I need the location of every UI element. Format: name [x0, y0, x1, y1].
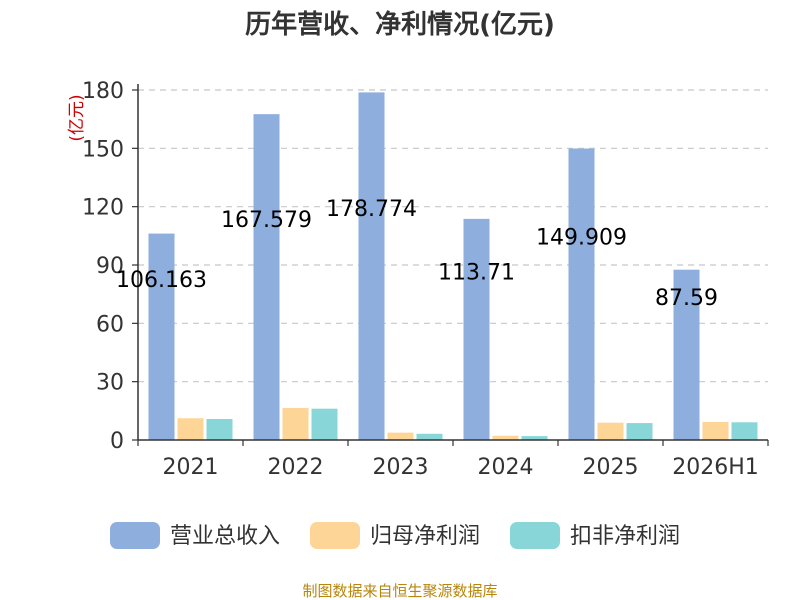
- chart-title: 历年营收、净利情况(亿元): [245, 9, 555, 40]
- data-label: 87.59: [655, 286, 718, 311]
- y-tick-label: 180: [82, 79, 124, 104]
- y-axis-ticks: 0 30 60 90 120 150 180: [82, 79, 138, 454]
- x-tick-label: 2026H1: [672, 455, 759, 480]
- bar: [731, 422, 758, 440]
- legend-label: 扣非净利润: [570, 524, 680, 549]
- legend: 营业总收入 归母净利润 扣非净利润: [110, 522, 680, 549]
- bar: [253, 114, 280, 440]
- bar: [521, 436, 548, 440]
- legend-swatch: [310, 522, 360, 549]
- y-axis-unit: (亿元): [67, 94, 87, 141]
- grid-lines: [138, 89, 768, 383]
- bar: [206, 419, 233, 440]
- bars: [148, 92, 758, 441]
- x-axis-ticks: 2021 2022 2023 2024 2025 2026H1: [137, 440, 769, 480]
- y-tick-label: 120: [82, 196, 124, 221]
- data-labels: 106.163 167.579 178.774 113.71 149.909 87.59: [116, 197, 718, 311]
- bar: [177, 418, 204, 440]
- x-tick-label: 2023: [373, 455, 429, 480]
- y-tick-label: 90: [96, 254, 124, 279]
- bar: [311, 408, 338, 440]
- bar: [673, 269, 700, 440]
- data-label: 178.774: [326, 197, 417, 222]
- legend-label: 营业总收入: [170, 524, 280, 549]
- bar: [358, 92, 385, 441]
- y-tick-label: 60: [96, 312, 124, 337]
- x-tick-label: 2025: [583, 455, 639, 480]
- bar: [463, 218, 490, 440]
- bar: [148, 233, 175, 440]
- source-note: 制图数据来自恒生聚源数据库: [302, 582, 497, 600]
- legend-swatch: [510, 522, 560, 549]
- data-label: 167.579: [221, 208, 312, 233]
- bar: [597, 422, 624, 440]
- bar: [568, 148, 595, 440]
- bar: [702, 421, 729, 440]
- legend-label: 归母净利润: [370, 524, 480, 549]
- bar: [282, 407, 309, 440]
- x-tick-label: 2024: [478, 455, 534, 480]
- x-tick-label: 2022: [268, 455, 324, 480]
- bar: [387, 432, 414, 440]
- data-label: 113.71: [438, 260, 515, 285]
- x-tick-label: 2021: [163, 455, 219, 480]
- bar: [416, 433, 443, 440]
- legend-swatch: [110, 522, 160, 549]
- y-tick-label: 30: [96, 371, 124, 396]
- data-label: 106.163: [116, 268, 207, 293]
- data-label: 149.909: [536, 225, 627, 250]
- y-tick-label: 150: [82, 137, 124, 162]
- y-tick-label: 0: [110, 429, 124, 454]
- bar: [626, 423, 653, 440]
- bar: [492, 435, 519, 440]
